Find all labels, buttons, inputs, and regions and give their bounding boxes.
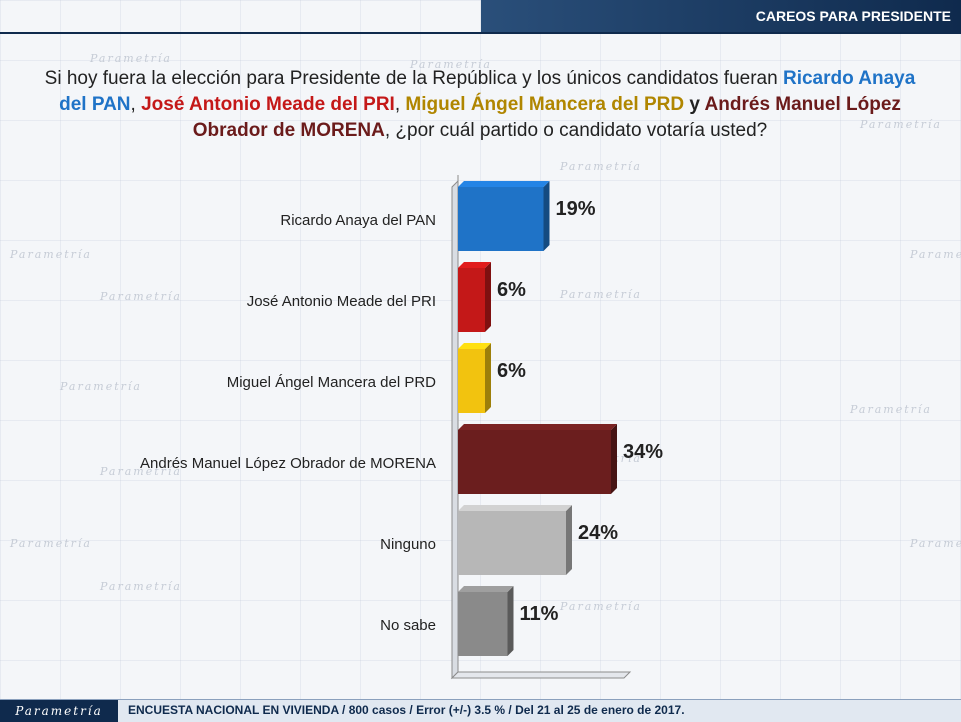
bar-side bbox=[507, 586, 514, 656]
watermark-text: Parametría bbox=[410, 58, 492, 71]
watermark-text: Parametría bbox=[10, 248, 92, 261]
data-label: 6% bbox=[497, 360, 526, 382]
watermark-text: Parametría bbox=[100, 465, 182, 478]
header-title: CAREOS PARA PRESIDENTE bbox=[755, 8, 951, 24]
watermark-text: Parametría bbox=[10, 537, 92, 550]
bar-side bbox=[566, 505, 572, 575]
question-sep-2: , bbox=[394, 94, 406, 115]
bar bbox=[458, 511, 566, 575]
bar bbox=[458, 430, 611, 494]
bar-group: 24% Ninguno bbox=[380, 505, 618, 575]
watermark-text: Parametría bbox=[560, 160, 642, 173]
watermark-text: Parametría bbox=[100, 580, 182, 593]
bar bbox=[458, 268, 485, 332]
question-prd: Miguel Ángel Mancera del PRD bbox=[405, 94, 685, 115]
axis-floor bbox=[450, 671, 632, 679]
watermark-text: Parametría bbox=[910, 248, 961, 261]
data-label: 6% bbox=[497, 279, 526, 301]
question-morena: Andrés Manuel López Obrador de MORENA bbox=[192, 94, 901, 141]
bar-group: 19% Ricardo Anaya del PAN bbox=[280, 181, 596, 251]
question-end: , ¿por cuál partido o candidato votaría … bbox=[384, 120, 768, 141]
watermark-text: Parametría bbox=[60, 380, 142, 393]
header-bar: CAREOS PARA PRESIDENTE bbox=[481, 0, 961, 32]
bar bbox=[458, 592, 508, 656]
bar-group: 34% Andrés Manuel López Obrador de MORENA bbox=[140, 424, 663, 494]
data-label: 24% bbox=[578, 522, 618, 544]
bar bbox=[458, 349, 485, 413]
question-pan: Ricardo Anaya del PAN bbox=[59, 68, 916, 115]
bar-top bbox=[458, 343, 491, 349]
bar-side bbox=[611, 424, 617, 494]
question-intro: Si hoy fuera la elección para Presidente… bbox=[44, 68, 783, 89]
bar-group: 6% José Antonio Meade del PRI bbox=[247, 262, 526, 332]
bar-group: 6% Miguel Ángel Mancera del PRD bbox=[227, 343, 526, 413]
bar-top bbox=[458, 424, 617, 430]
bar-side bbox=[485, 262, 491, 332]
footer-bar: Parametría ENCUESTA NACIONAL EN VIVIENDA… bbox=[0, 699, 961, 722]
bar-group: 11% No sabe bbox=[380, 586, 559, 656]
category-label: José Antonio Meade del PRI bbox=[247, 293, 436, 310]
question-sep-3: y bbox=[684, 94, 705, 115]
data-label: 19% bbox=[556, 198, 596, 220]
bar-top bbox=[458, 181, 550, 187]
watermark-text: Parametría bbox=[90, 52, 172, 65]
watermark-text: Parametría bbox=[910, 537, 961, 550]
watermark-text: Parametría bbox=[850, 403, 932, 416]
footer-logo: Parametría bbox=[0, 700, 118, 722]
axis-wall bbox=[451, 179, 459, 680]
survey-question: Si hoy fuera la elección para Presidente… bbox=[30, 66, 930, 144]
bar-side bbox=[485, 343, 491, 413]
bar-side bbox=[543, 181, 550, 251]
data-label: 11% bbox=[520, 603, 559, 625]
category-label: Ninguno bbox=[380, 536, 436, 553]
bar-top bbox=[458, 505, 572, 511]
header-divider bbox=[0, 32, 961, 34]
watermark-text: Parametría bbox=[560, 288, 642, 301]
category-label: No sabe bbox=[380, 617, 436, 634]
category-label: Miguel Ángel Mancera del PRD bbox=[227, 374, 436, 391]
bar-top bbox=[458, 262, 491, 268]
bar bbox=[458, 187, 544, 251]
question-pri: José Antonio Meade del PRI bbox=[141, 94, 395, 115]
bar-top bbox=[458, 586, 514, 592]
question-sep-1: , bbox=[130, 94, 142, 115]
footer-methodology: ENCUESTA NACIONAL EN VIVIENDA / 800 caso… bbox=[128, 703, 685, 717]
category-label: Andrés Manuel López Obrador de MORENA bbox=[140, 455, 436, 472]
watermark-text: Parametría bbox=[100, 290, 182, 303]
data-label: 34% bbox=[623, 441, 663, 463]
footer-logo-text: Parametría bbox=[15, 704, 103, 718]
watermark-text: Parametría bbox=[560, 600, 642, 613]
watermark-text: Parametría bbox=[860, 118, 942, 131]
category-label: Ricardo Anaya del PAN bbox=[280, 212, 436, 229]
